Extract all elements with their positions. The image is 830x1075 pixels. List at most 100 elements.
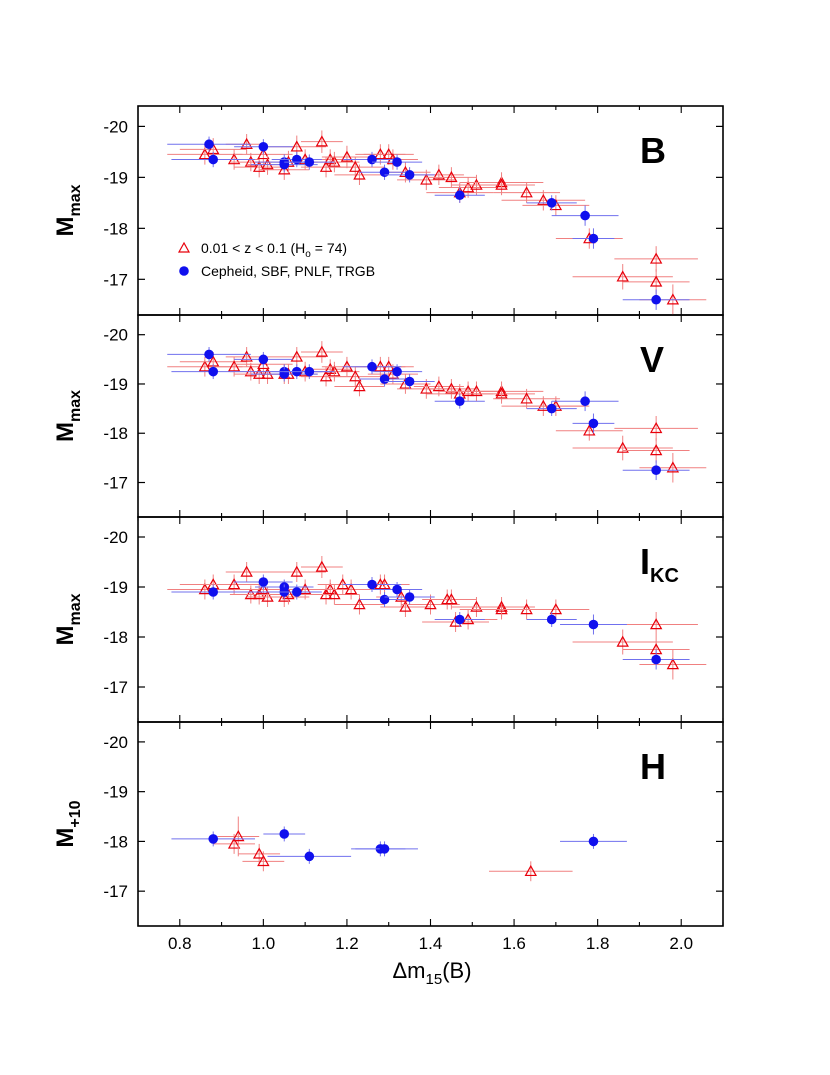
triangle-point bbox=[225, 562, 268, 582]
y-tick-label: -18 bbox=[103, 219, 128, 238]
triangle-marker bbox=[244, 155, 258, 167]
circle-marker bbox=[279, 829, 290, 839]
circle-marker bbox=[392, 366, 402, 377]
circle-marker bbox=[404, 376, 415, 387]
circle-marker bbox=[580, 396, 590, 407]
triangle-marker bbox=[261, 590, 274, 602]
y-axis-title-sub: max bbox=[67, 184, 84, 216]
circle-marker bbox=[588, 418, 599, 429]
circle-marker bbox=[367, 361, 377, 372]
y-axis-title-sub: max bbox=[67, 593, 84, 625]
circle-marker bbox=[651, 654, 661, 665]
y-tick-label: -19 bbox=[103, 783, 128, 802]
triangle-point bbox=[326, 156, 385, 178]
panel-frame bbox=[137, 721, 724, 927]
triangle-marker bbox=[257, 147, 270, 160]
circle-point bbox=[384, 167, 435, 183]
y-axis-title: Mmax bbox=[52, 184, 84, 236]
circle-point bbox=[526, 401, 577, 416]
triangle-point bbox=[614, 416, 698, 441]
circle-point bbox=[171, 364, 255, 380]
band-label: H bbox=[640, 746, 666, 787]
circle-marker bbox=[208, 587, 219, 597]
band-label: IKC bbox=[640, 541, 679, 587]
triangle-marker bbox=[353, 598, 366, 610]
circle-point bbox=[284, 364, 335, 380]
triangle-point bbox=[397, 169, 456, 191]
triangle-point bbox=[213, 833, 255, 854]
triangle-marker bbox=[349, 160, 362, 172]
triangle-marker bbox=[227, 578, 241, 590]
triangle-marker bbox=[328, 155, 341, 167]
panel-b: -20 -19 -18 -17 B Mmax 0.01 < z < 0.1 (Ho = 74… bbox=[52, 105, 724, 316]
circle-marker bbox=[454, 190, 465, 201]
circle-point bbox=[572, 228, 615, 249]
triangle-marker bbox=[261, 367, 274, 379]
circle-marker bbox=[588, 233, 599, 244]
triangle-point bbox=[522, 195, 590, 216]
y-tick-label: -20 bbox=[103, 117, 128, 136]
triangle-marker bbox=[252, 160, 266, 172]
triangle-marker bbox=[461, 613, 475, 625]
triangle-marker bbox=[315, 560, 329, 572]
legend-circle-icon bbox=[179, 266, 189, 276]
triangle-point bbox=[572, 629, 673, 655]
panel-i: -20 -19 -18 -17 IKC Mmax bbox=[52, 516, 724, 723]
triangle-point bbox=[167, 579, 243, 600]
triangle-marker bbox=[298, 583, 312, 595]
circle-point bbox=[263, 826, 306, 842]
triangle-marker bbox=[340, 150, 354, 162]
circle-marker bbox=[204, 139, 214, 150]
circle-point bbox=[622, 460, 690, 481]
triangle-marker bbox=[244, 588, 258, 600]
circle-marker bbox=[392, 584, 402, 595]
circle-point bbox=[267, 848, 352, 864]
legend-circle-label: Cepheid, SBF, PNLF, TRGB bbox=[201, 263, 375, 279]
circle-marker bbox=[208, 834, 219, 844]
circle-marker bbox=[279, 159, 290, 170]
circle-marker bbox=[208, 366, 219, 377]
triangle-marker bbox=[445, 593, 458, 605]
triangle-point bbox=[468, 383, 535, 404]
circle-marker bbox=[258, 354, 269, 365]
circle-marker bbox=[379, 844, 390, 854]
triangle-marker bbox=[353, 168, 366, 180]
legend-triangle-label-post: = 74) bbox=[311, 240, 347, 256]
triangle-marker bbox=[583, 424, 596, 436]
triangle-point bbox=[522, 599, 590, 620]
x-tick-labels: 0.8 1.0 1.2 1.4 1.6 1.8 2.0 bbox=[168, 934, 693, 953]
triangle-marker bbox=[353, 380, 366, 392]
triangle-marker bbox=[649, 618, 663, 630]
triangle-point bbox=[321, 579, 381, 600]
triangle-marker bbox=[344, 583, 358, 595]
triangle-marker bbox=[537, 193, 550, 206]
triangle-point bbox=[422, 612, 489, 632]
y-tick-label: -18 bbox=[103, 628, 128, 647]
circle-marker bbox=[392, 157, 402, 167]
circle-marker bbox=[258, 577, 269, 587]
triangle-point bbox=[493, 182, 561, 203]
triangle-marker bbox=[649, 252, 663, 264]
triangle-point bbox=[209, 574, 260, 595]
circle-point bbox=[384, 374, 435, 389]
circle-marker bbox=[379, 374, 390, 384]
circle-point bbox=[171, 151, 255, 168]
triangle-marker bbox=[240, 137, 253, 149]
triangle-point bbox=[493, 388, 561, 409]
y-tick-label: -18 bbox=[103, 832, 128, 851]
triangle-point bbox=[501, 190, 586, 211]
y-tick-label: -17 bbox=[103, 678, 128, 697]
triangle-marker bbox=[537, 399, 550, 411]
triangle-point bbox=[468, 174, 535, 196]
triangle-point bbox=[217, 816, 260, 857]
circle-point bbox=[271, 584, 322, 600]
triangle-marker bbox=[315, 345, 329, 357]
triangle-marker bbox=[257, 854, 270, 867]
triangle-marker bbox=[520, 603, 533, 615]
triangle-marker bbox=[382, 147, 395, 160]
circle-marker bbox=[304, 851, 315, 862]
triangle-marker bbox=[495, 178, 508, 190]
triangle-marker bbox=[257, 357, 270, 370]
panel-frame bbox=[137, 314, 724, 518]
triangle-point bbox=[238, 843, 281, 864]
